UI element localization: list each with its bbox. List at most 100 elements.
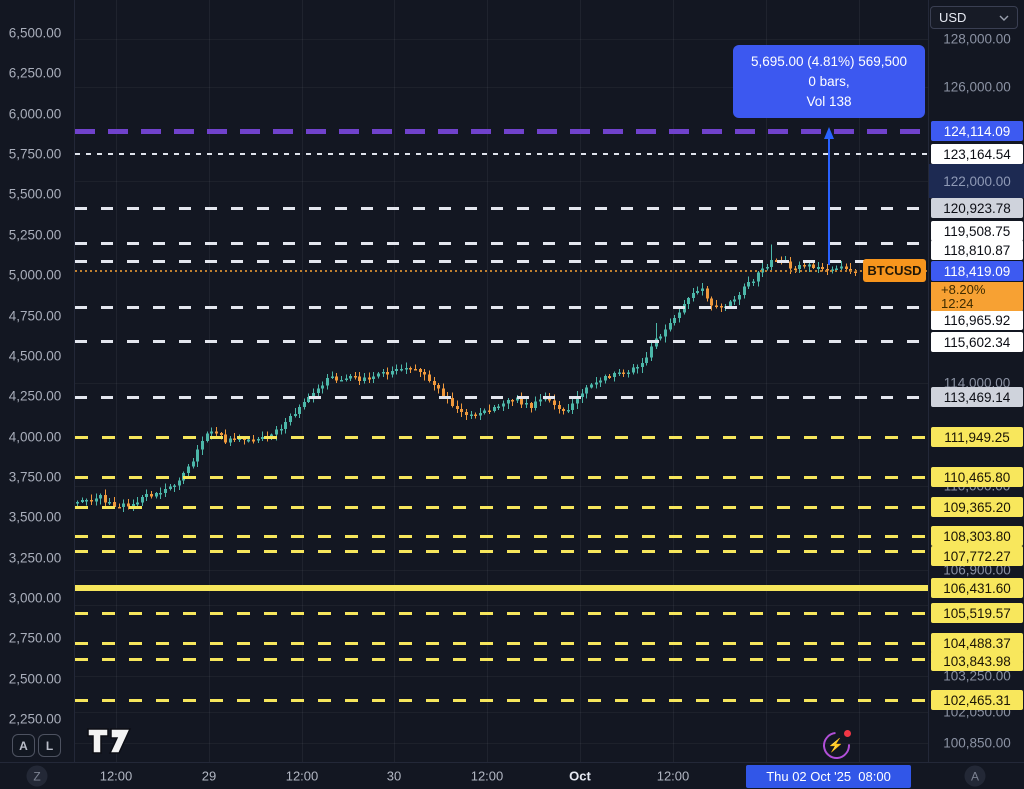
symbol-price-tag[interactable]: BTCUSD (863, 259, 926, 282)
candle-body (127, 503, 130, 507)
candle-body (645, 357, 648, 364)
candle-body (770, 260, 773, 267)
price-level-label: 105,519.57 (931, 603, 1023, 623)
price-change-countdown: +8.20% 12:24 (931, 282, 1023, 311)
time-axis-label: Oct (569, 768, 591, 784)
candle-body (493, 406, 496, 411)
price-level-label: 123,164.54 (931, 144, 1023, 164)
candle-body (627, 372, 630, 374)
candle-body (289, 416, 292, 422)
candle-body (122, 503, 125, 508)
candle-body (673, 317, 676, 323)
candle-body (145, 494, 148, 497)
axis-settings-button[interactable]: A (964, 765, 986, 787)
candle-body (451, 398, 454, 406)
right-price-axis[interactable]: 122,000.00 128,000.00 126,000.00 114,000.0… (928, 0, 1024, 762)
left-axis-label: 5,500.00 (8, 186, 62, 202)
candle-body (558, 404, 561, 409)
candle-body (363, 377, 366, 381)
lightning-icon: ⚡ (828, 737, 845, 753)
candle-body (729, 301, 732, 307)
candle-body (155, 493, 158, 497)
candle-body (585, 387, 588, 394)
time-axis[interactable]: Z 12:00 29 12:00 30 12:00 Oct 12:00 Thu 02 Oct… (0, 762, 1024, 789)
candle-body (409, 368, 412, 370)
projection-arrow[interactable] (0, 0, 1024, 762)
bar-countdown: 12:24 (941, 296, 974, 311)
candle-body (335, 376, 338, 381)
candle-body (178, 480, 181, 486)
notification-dot (844, 730, 851, 737)
candle-body (201, 441, 204, 450)
candle-body (632, 367, 635, 373)
candle-body (659, 336, 662, 339)
candle-body (238, 438, 241, 440)
candle-body (641, 363, 644, 368)
crosshair-date-label: Thu 02 Oct '25 08:00 (746, 765, 911, 788)
candle-body (419, 369, 422, 372)
tooltip-line-volume: Vol 138 (806, 94, 852, 109)
candle-body (90, 499, 93, 502)
candle-body (470, 414, 473, 416)
candle-body (321, 385, 324, 389)
candle-body (743, 286, 746, 295)
candle-body (798, 265, 801, 269)
chevron-down-icon (999, 15, 1009, 21)
candle-body (812, 264, 815, 268)
candle-body (808, 264, 811, 267)
candle-body (488, 410, 491, 412)
candle-body (372, 376, 375, 380)
candle-body (307, 396, 310, 402)
candle-body (215, 431, 218, 434)
time-axis-label: 12:00 (285, 768, 319, 784)
log-scale-button[interactable]: L (38, 734, 61, 757)
axis-tick-label: 100,850.00 (943, 735, 1011, 751)
candle-body (571, 403, 574, 410)
candle-body (354, 375, 357, 378)
auto-scale-button[interactable]: A (12, 734, 35, 757)
candle-body (608, 376, 611, 378)
candle-body (845, 266, 848, 269)
left-price-axis[interactable]: 6,500.00 6,250.00 6,000.00 5,750.00 5,500.00… (0, 0, 75, 762)
candle-body (345, 378, 348, 381)
candle-body (104, 495, 107, 503)
candle-body (113, 502, 116, 507)
candle-body (692, 292, 695, 299)
candle-body (618, 372, 621, 374)
candle-body (340, 380, 343, 382)
currency-dropdown[interactable]: USD (930, 6, 1018, 29)
measure-tooltip: 5,695.00 (4.81%) 569,500 0 bars, Vol 138 (733, 45, 925, 118)
timezone-button[interactable]: Z (26, 765, 48, 787)
price-level-label: 111,949.25 (931, 427, 1023, 447)
candle-body (196, 449, 199, 462)
left-axis-label: 6,000.00 (8, 106, 62, 122)
candle-body (159, 492, 162, 495)
candle-body (599, 380, 602, 383)
arrow-head (824, 127, 834, 139)
candle-body (803, 265, 806, 267)
candle-body (497, 406, 500, 409)
candle-body (817, 267, 820, 269)
candle-body (433, 380, 436, 385)
left-axis-label: 6,250.00 (8, 65, 62, 81)
tradingview-logo-icon[interactable] (86, 726, 132, 756)
candle-body (358, 376, 361, 381)
time-axis-label: 30 (386, 768, 402, 784)
candle-body (169, 486, 172, 489)
axis-tick-label: 106,900.00 (943, 562, 1011, 578)
candle-body (502, 403, 505, 407)
change-percent: +8.20% (941, 282, 986, 297)
candle-body (108, 502, 111, 504)
left-axis-label: 4,250.00 (8, 388, 62, 404)
candle-body (738, 294, 741, 300)
left-axis-label: 2,500.00 (8, 671, 62, 687)
current-price-label: 118,419.09 (931, 261, 1023, 281)
candle-body (294, 413, 297, 417)
candle-body (284, 422, 287, 429)
candle-body (210, 431, 213, 434)
candle-body (511, 400, 514, 402)
candle-body (590, 384, 593, 388)
candle-body (405, 368, 408, 370)
candle-body (539, 399, 542, 402)
candle-body (456, 405, 459, 409)
